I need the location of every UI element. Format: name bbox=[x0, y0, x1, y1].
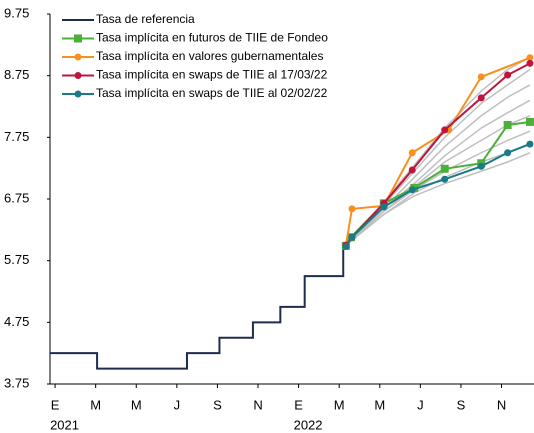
x-tick-label: M bbox=[131, 397, 142, 412]
marker bbox=[74, 53, 82, 61]
marker bbox=[526, 140, 534, 148]
legend-label: Tasa implícita en swaps de TIIE al 02/02… bbox=[96, 86, 328, 100]
series-line bbox=[345, 120, 531, 247]
y-tick-label: 6.75 bbox=[4, 190, 29, 205]
marker bbox=[440, 164, 449, 173]
x-tick-label: J bbox=[174, 397, 181, 412]
marker bbox=[504, 149, 512, 157]
legend-label: Tasa implícita en valores gubernamentale… bbox=[96, 49, 323, 63]
marker bbox=[526, 54, 534, 62]
legend-label: Tasa de referencia bbox=[96, 12, 195, 26]
marker bbox=[380, 203, 388, 211]
y-tick-label: 5.75 bbox=[4, 252, 29, 267]
series-line bbox=[50, 244, 346, 370]
series-line bbox=[345, 143, 531, 248]
marker bbox=[441, 126, 449, 134]
x-tick-label: M bbox=[90, 397, 101, 412]
legend-label: Tasa implícita en futuros de TIIE de Fon… bbox=[96, 31, 328, 45]
x-tick-label: J bbox=[417, 397, 424, 412]
x-tick-label: M bbox=[334, 397, 345, 412]
marker bbox=[504, 71, 512, 79]
marker bbox=[74, 72, 82, 79]
marker bbox=[348, 233, 356, 241]
scenario-line bbox=[345, 152, 531, 246]
marker bbox=[74, 90, 82, 98]
x-tick-label: S bbox=[457, 397, 466, 412]
marker bbox=[477, 73, 485, 81]
marker bbox=[477, 94, 485, 102]
marker bbox=[477, 162, 485, 170]
legend: Tasa de referencia Tasa implícita en futu… bbox=[62, 12, 328, 100]
year-label: 2021 bbox=[50, 417, 79, 432]
x-tick-label: N bbox=[253, 397, 262, 412]
scenario-line bbox=[345, 130, 531, 246]
x-tick-label: N bbox=[497, 397, 506, 412]
y-tick-label: 7.75 bbox=[4, 129, 29, 144]
marker bbox=[342, 242, 350, 250]
marker bbox=[408, 149, 416, 157]
x-tick-label: E bbox=[294, 397, 303, 412]
scenario-line bbox=[345, 142, 531, 246]
x-tick-label: M bbox=[374, 397, 385, 412]
x-tick-label: S bbox=[213, 397, 222, 412]
marker bbox=[441, 175, 449, 183]
marker bbox=[408, 166, 416, 174]
marker bbox=[348, 205, 356, 213]
marker bbox=[503, 121, 512, 129]
y-tick-label: 8.75 bbox=[4, 67, 29, 82]
y-tick-label: 3.75 bbox=[4, 375, 29, 390]
marker bbox=[74, 34, 82, 43]
legend-label: Tasa implícita en swaps de TIIE al 17/03… bbox=[96, 68, 328, 82]
year-label: 2022 bbox=[294, 417, 323, 432]
y-tick-label: 9.75 bbox=[4, 5, 29, 20]
y-tick-label: 4.75 bbox=[4, 314, 29, 329]
marker bbox=[525, 117, 534, 126]
marker bbox=[408, 186, 416, 194]
x-tick-label: E bbox=[51, 397, 60, 412]
marker bbox=[526, 59, 534, 67]
